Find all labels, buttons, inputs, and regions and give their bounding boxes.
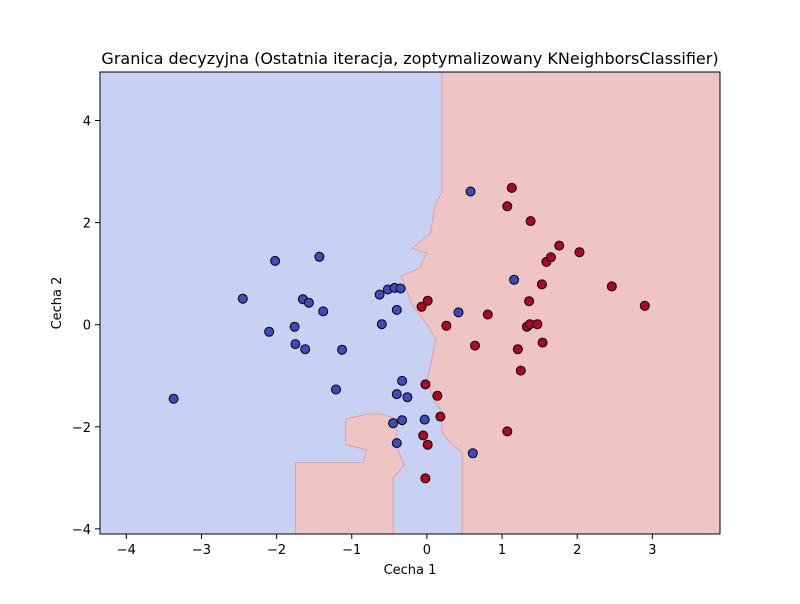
data-point-class1 bbox=[512, 344, 523, 355]
data-points bbox=[168, 182, 650, 484]
x-tick-label: 0 bbox=[423, 543, 431, 558]
data-point-class1 bbox=[482, 309, 493, 320]
data-point-class1 bbox=[432, 390, 443, 401]
plot-area bbox=[100, 72, 720, 534]
data-point-class0 bbox=[237, 293, 248, 304]
plot-frame bbox=[99, 71, 721, 535]
x-tick-label: −4 bbox=[117, 543, 136, 558]
data-point-class1 bbox=[422, 439, 433, 450]
y-tick-label: 2 bbox=[83, 217, 91, 232]
x-tick-label: −1 bbox=[342, 543, 361, 558]
data-point-class0 bbox=[318, 306, 329, 317]
data-point-class1 bbox=[524, 296, 535, 307]
data-point-class0 bbox=[419, 414, 430, 425]
y-tick-label: −2 bbox=[72, 421, 91, 436]
y-tick-label: 4 bbox=[83, 114, 91, 129]
x-tick-label: −2 bbox=[267, 543, 286, 558]
data-point-class1 bbox=[470, 340, 480, 351]
data-point-class0 bbox=[337, 344, 347, 355]
y-axis-ticks: −4 −2 0 2 4 bbox=[72, 114, 100, 538]
data-point-class1 bbox=[536, 279, 547, 290]
data-point-class1 bbox=[515, 365, 526, 376]
x-tick-label: 3 bbox=[648, 543, 656, 558]
region-class1-island bbox=[294, 413, 405, 534]
data-point-class0 bbox=[402, 392, 413, 403]
data-point-class0 bbox=[289, 321, 300, 332]
data-point-class0 bbox=[391, 389, 402, 400]
data-point-class1 bbox=[506, 182, 517, 193]
data-point-class1 bbox=[545, 252, 556, 263]
y-axis-label: Cecha 2 bbox=[50, 277, 65, 330]
x-tick-label: 1 bbox=[498, 543, 506, 558]
data-point-class0 bbox=[376, 319, 387, 330]
data-point-class1 bbox=[606, 281, 617, 292]
data-point-class1 bbox=[422, 295, 433, 306]
data-point-class1 bbox=[537, 337, 548, 348]
data-point-class0 bbox=[374, 289, 385, 300]
data-point-class0 bbox=[270, 255, 281, 266]
data-point-class1 bbox=[420, 379, 431, 390]
data-point-class1 bbox=[639, 300, 650, 311]
data-point-class0 bbox=[168, 393, 179, 404]
x-tick-label: −3 bbox=[192, 543, 211, 558]
data-point-class0 bbox=[453, 307, 464, 318]
data-point-class1 bbox=[502, 426, 513, 437]
data-point-class0 bbox=[331, 384, 341, 395]
data-point-class1 bbox=[420, 473, 431, 484]
data-point-class1 bbox=[532, 319, 543, 330]
y-tick-label: −4 bbox=[72, 523, 91, 538]
data-point-class1 bbox=[435, 411, 446, 422]
data-point-class0 bbox=[290, 339, 301, 350]
data-point-class0 bbox=[397, 415, 408, 426]
data-point-class0 bbox=[465, 186, 476, 197]
data-point-class0 bbox=[391, 438, 402, 449]
data-point-class0 bbox=[397, 375, 408, 386]
x-axis-ticks: −4 −3 −2 −1 0 1 2 3 bbox=[117, 534, 657, 558]
data-point-class0 bbox=[388, 418, 399, 429]
data-point-class1 bbox=[525, 216, 536, 227]
x-axis-label: Cecha 1 bbox=[384, 563, 437, 578]
chart-title: Granica decyzyjna (Ostatnia iteracja, zo… bbox=[101, 49, 718, 68]
y-tick-label: 0 bbox=[83, 319, 91, 334]
data-point-class1 bbox=[441, 320, 452, 331]
data-point-class0 bbox=[314, 251, 325, 262]
data-point-class1 bbox=[574, 247, 585, 258]
data-point-class0 bbox=[303, 297, 314, 308]
data-point-class1 bbox=[502, 201, 513, 212]
data-point-class0 bbox=[391, 304, 402, 315]
data-point-class0 bbox=[264, 326, 275, 337]
data-point-class0 bbox=[467, 448, 478, 459]
data-point-class1 bbox=[416, 301, 427, 312]
data-point-class0 bbox=[395, 283, 406, 294]
data-point-class0 bbox=[300, 344, 311, 355]
region-class1 bbox=[400, 72, 720, 534]
x-tick-label: 2 bbox=[573, 543, 581, 558]
data-point-class1 bbox=[418, 430, 429, 441]
data-point-class1 bbox=[554, 240, 565, 251]
data-point-class0 bbox=[509, 274, 520, 285]
